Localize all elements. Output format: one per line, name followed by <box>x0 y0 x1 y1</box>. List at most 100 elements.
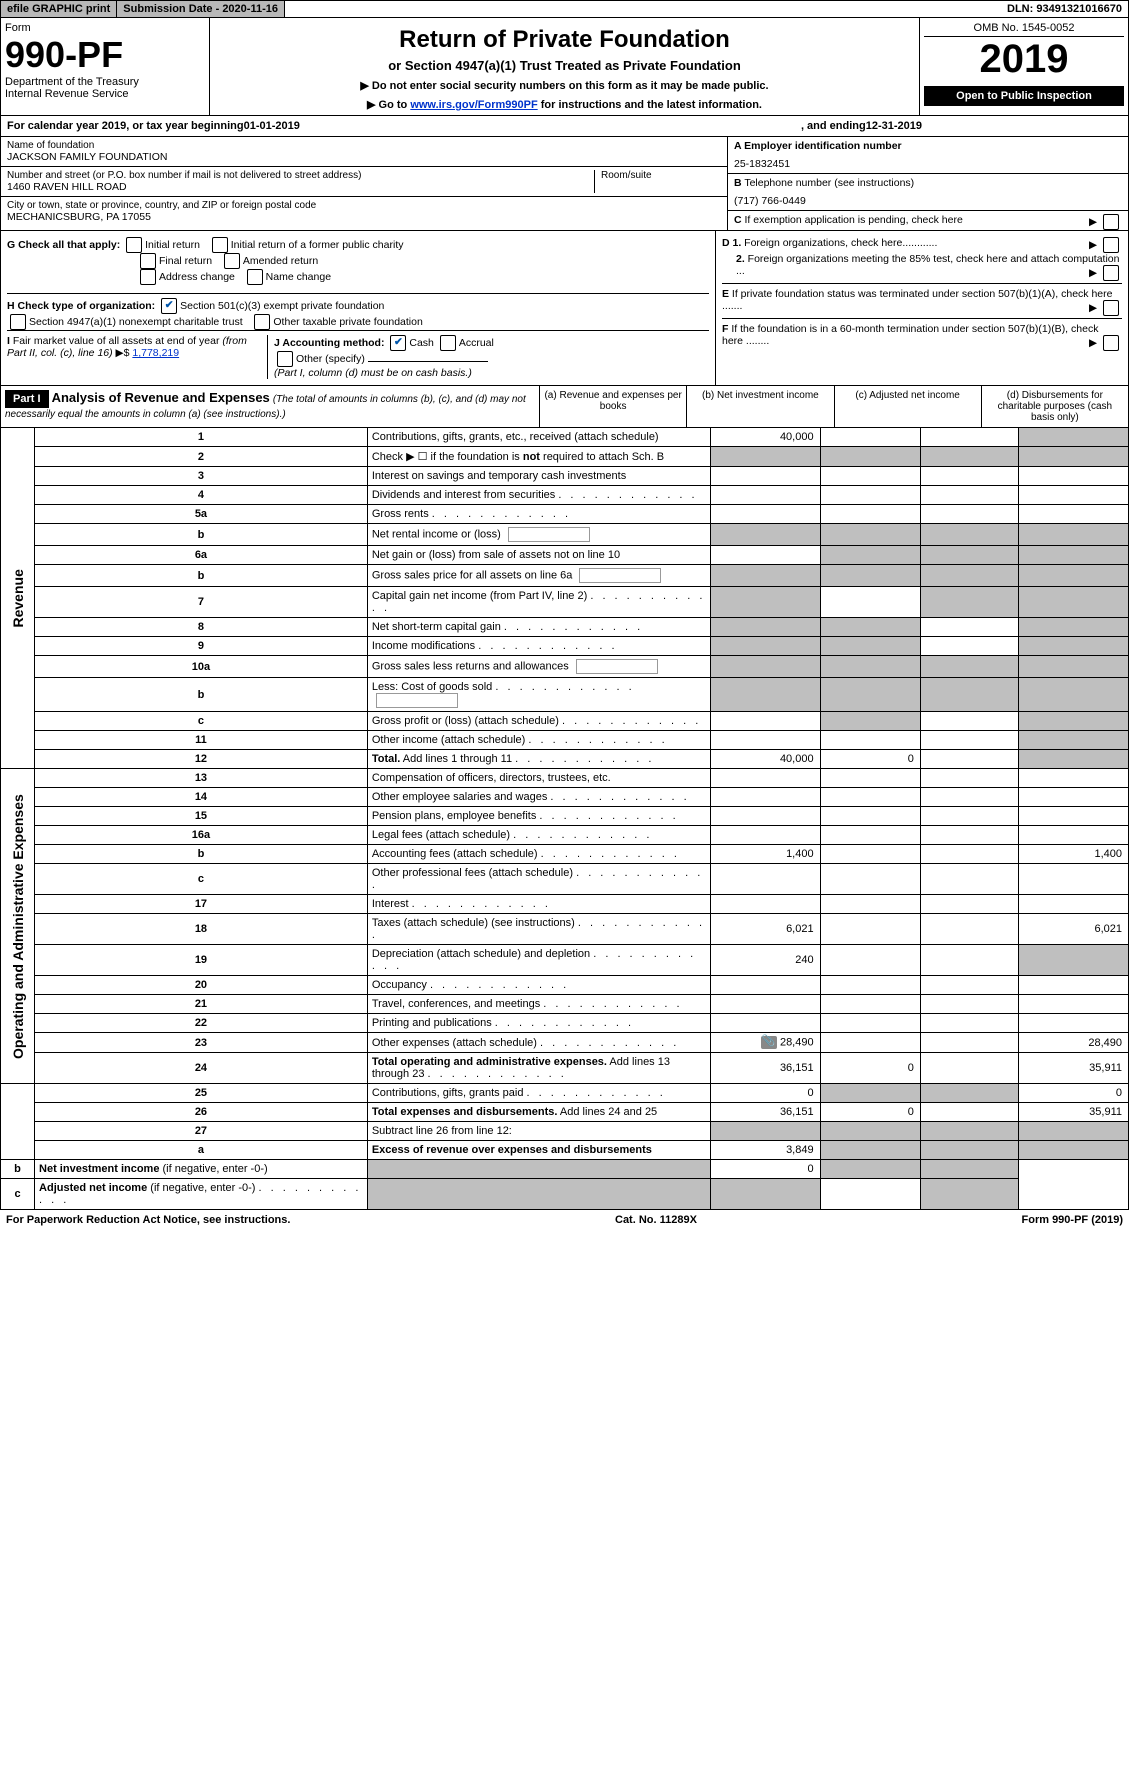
row-number: 13 <box>35 769 368 788</box>
row-number: 5a <box>35 505 368 524</box>
501c3-checkbox[interactable] <box>161 298 177 314</box>
exemption-checkbox[interactable] <box>1103 214 1119 230</box>
other-method-checkbox[interactable] <box>277 351 293 367</box>
table-row: bGross sales price for all assets on lin… <box>1 565 1129 587</box>
cell-b: 0 <box>820 1053 920 1084</box>
row-desc: Net investment income (if negative, ente… <box>35 1160 368 1179</box>
cell-d: 35,911 <box>1018 1053 1128 1084</box>
initial-former-checkbox[interactable] <box>212 237 228 253</box>
cell-a <box>710 864 820 895</box>
name-change-checkbox[interactable] <box>247 269 263 285</box>
row-number: a <box>35 1141 368 1160</box>
table-row: 7Capital gain net income (from Part IV, … <box>1 587 1129 618</box>
g-item-1: Initial return of a former public charit… <box>231 239 404 251</box>
cell-d <box>1018 1141 1128 1160</box>
fmv-link[interactable]: 1,778,219 <box>132 347 179 359</box>
street-value: 1460 RAVEN HILL ROAD <box>7 181 594 193</box>
row-number: 7 <box>35 587 368 618</box>
table-row: bLess: Cost of goods sold <box>1 678 1129 712</box>
calendar-year-row: For calendar year 2019, or tax year begi… <box>0 116 1129 137</box>
row-desc: Travel, conferences, and meetings <box>367 995 710 1014</box>
table-row: 15Pension plans, employee benefits <box>1 807 1129 826</box>
table-row: 5aGross rents <box>1 505 1129 524</box>
j-other: Other (specify) <box>296 353 365 365</box>
cash-checkbox[interactable] <box>390 335 406 351</box>
cell-d: 28,490 <box>1018 1033 1128 1053</box>
cell-c <box>920 769 1018 788</box>
cell-c <box>920 428 1018 447</box>
revenue-side-label: Revenue <box>1 428 35 769</box>
row-number: 11 <box>35 731 368 750</box>
row-desc: Income modifications <box>367 637 710 656</box>
table-row: 23Other expenses (attach schedule) 28,49… <box>1 1033 1129 1053</box>
row-number: 22 <box>35 1014 368 1033</box>
row-desc: Interest on savings and temporary cash i… <box>367 467 710 486</box>
initial-return-checkbox[interactable] <box>126 237 142 253</box>
cal-begin: 01-01-2019 <box>244 120 300 132</box>
entity-block: Name of foundation JACKSON FAMILY FOUNDA… <box>0 137 1129 231</box>
table-row: 18Taxes (attach schedule) (see instructi… <box>1 914 1129 945</box>
d1-text: D 1. Foreign organizations, check here..… <box>722 237 1122 249</box>
tax-year: 2019 <box>924 37 1124 82</box>
cell-d <box>1018 618 1128 637</box>
cell-d <box>1018 428 1128 447</box>
irs-label: Internal Revenue Service <box>5 88 205 100</box>
part1-table: Revenue1Contributions, gifts, grants, et… <box>0 428 1129 1210</box>
j-note: (Part I, column (d) must be on cash basi… <box>274 367 472 379</box>
g-item-5: Name change <box>266 271 331 283</box>
header-center: Return of Private Foundation or Section … <box>210 18 919 115</box>
efile-print-button[interactable]: efile GRAPHIC print <box>1 1 117 17</box>
cell-d <box>1018 995 1128 1014</box>
row-desc: Capital gain net income (from Part IV, l… <box>367 587 710 618</box>
cell-c <box>820 1179 920 1210</box>
blank-side <box>1 1084 35 1160</box>
row-desc: Subtract line 26 from line 12: <box>367 1122 710 1141</box>
header-left: Form 990-PF Department of the Treasury I… <box>1 18 210 115</box>
final-return-checkbox[interactable] <box>140 253 156 269</box>
cell-a <box>710 678 820 712</box>
amended-checkbox[interactable] <box>224 253 240 269</box>
cell-c <box>920 565 1018 587</box>
d2-checkbox[interactable] <box>1103 265 1119 281</box>
table-row: 2Check ▶ ☐ if the foundation is not requ… <box>1 447 1129 467</box>
4947-checkbox[interactable] <box>10 314 26 330</box>
cell-a: 0 <box>710 1084 820 1103</box>
name-label: Name of foundation <box>7 140 721 151</box>
g-item-0: Initial return <box>145 239 200 251</box>
cell-b <box>820 976 920 995</box>
row-number: b <box>1 1160 35 1179</box>
attachment-icon[interactable] <box>761 1036 777 1049</box>
accrual-checkbox[interactable] <box>440 335 456 351</box>
cell-d <box>920 1179 1018 1210</box>
d1-checkbox[interactable] <box>1103 237 1119 253</box>
row-number: c <box>1 1179 35 1210</box>
other-taxable-checkbox[interactable] <box>254 314 270 330</box>
row-number: 15 <box>35 807 368 826</box>
cell-b <box>820 637 920 656</box>
row-number: 23 <box>35 1033 368 1053</box>
row-number: 2 <box>35 447 368 467</box>
cell-b <box>820 731 920 750</box>
table-row: 4Dividends and interest from securities <box>1 486 1129 505</box>
cell-a: 36,151 <box>710 1053 820 1084</box>
cell-c <box>920 1103 1018 1122</box>
form-subtitle: or Section 4947(a)(1) Trust Treated as P… <box>220 58 909 73</box>
cell-a <box>710 1122 820 1141</box>
cell-d <box>1018 1014 1128 1033</box>
table-row: cAdjusted net income (if negative, enter… <box>1 1179 1129 1210</box>
form990pf-link[interactable]: www.irs.gov/Form990PF <box>410 99 537 111</box>
e-checkbox[interactable] <box>1103 300 1119 316</box>
cell-c <box>920 826 1018 845</box>
cell-b <box>820 845 920 864</box>
cell-b <box>820 895 920 914</box>
cell-b <box>820 826 920 845</box>
cell-d <box>1018 587 1128 618</box>
j-cash: Cash <box>409 337 434 349</box>
address-change-checkbox[interactable] <box>140 269 156 285</box>
cell-b <box>820 945 920 976</box>
cell-a <box>710 618 820 637</box>
footer-left: For Paperwork Reduction Act Notice, see … <box>6 1214 290 1226</box>
exemption-label: C If exemption application is pending, c… <box>734 214 963 226</box>
f-checkbox[interactable] <box>1103 335 1119 351</box>
col-a-header: (a) Revenue and expenses per books <box>540 386 687 427</box>
